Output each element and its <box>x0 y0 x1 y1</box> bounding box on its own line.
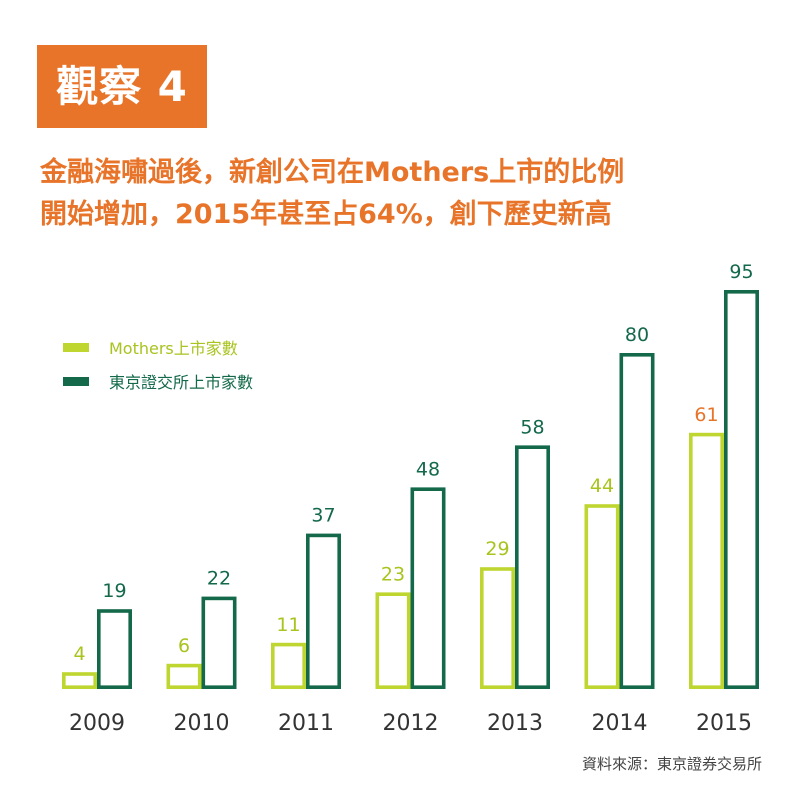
bar-mothers-2013 <box>479 567 515 689</box>
value-label-tse-2010: 22 <box>207 568 231 590</box>
title-line-1: 金融海嘯過後，新創公司在Mothers上市的比例 <box>40 157 625 188</box>
legend-swatch-mothers <box>63 342 89 352</box>
observation-badge: 觀察 4 <box>37 45 207 128</box>
value-label-mothers-2009: 4 <box>73 643 85 665</box>
value-label-mothers-2013: 29 <box>485 538 509 560</box>
x-tick-label-2014: 2014 <box>592 711 648 736</box>
value-label-tse-2011: 37 <box>311 505 335 527</box>
x-tick-label-2013: 2013 <box>487 711 543 736</box>
bar-tse-2012 <box>410 487 446 690</box>
bar-mothers-2010 <box>166 663 202 689</box>
bar-tse-2013 <box>514 445 550 690</box>
value-label-tse-2015: 95 <box>729 261 753 283</box>
bar-mothers-2014 <box>584 504 620 689</box>
bar-tse-2011 <box>305 533 341 690</box>
legend-item-tse: 東京證交所上市家數 <box>63 364 253 398</box>
x-tick-label-2011: 2011 <box>278 711 334 736</box>
bar-mothers-2009 <box>61 672 97 689</box>
value-label-tse-2009: 19 <box>102 580 126 602</box>
bar-tse-2009 <box>97 609 133 689</box>
value-label-mothers-2015: 61 <box>694 404 718 426</box>
bar-tse-2014 <box>619 352 655 689</box>
x-tick-label-2015: 2015 <box>696 711 752 736</box>
bar-mothers-2012 <box>375 592 411 690</box>
value-label-mothers-2010: 6 <box>178 635 190 657</box>
legend-item-mothers: Mothers上市家數 <box>63 330 253 364</box>
chart-title: 金融海嘯過後，新創公司在Mothers上市的比例 開始增加，2015年甚至占64… <box>40 152 780 236</box>
legend-swatch-tse <box>63 376 89 386</box>
x-tick-label-2012: 2012 <box>383 711 439 736</box>
bar-tse-2010 <box>201 596 237 690</box>
legend: Mothers上市家數 東京證交所上市家數 <box>63 330 253 398</box>
value-label-mothers-2011: 11 <box>276 614 300 636</box>
source-note: 資料來源：東京證券交易所 <box>581 755 762 773</box>
value-label-tse-2012: 48 <box>416 458 440 480</box>
title-line-2: 開始增加，2015年甚至占64%，創下歷史新高 <box>40 199 612 230</box>
legend-label-tse: 東京證交所上市家數 <box>109 373 254 392</box>
legend-label-mothers: Mothers上市家數 <box>109 339 238 358</box>
bar-mothers-2015 <box>688 432 724 690</box>
x-tick-label-2010: 2010 <box>174 711 230 736</box>
value-label-tse-2014: 80 <box>625 324 649 346</box>
value-label-mothers-2012: 23 <box>381 563 405 585</box>
value-label-tse-2013: 58 <box>520 416 544 438</box>
bar-tse-2015 <box>723 289 759 689</box>
value-label-mothers-2014: 44 <box>590 475 614 497</box>
bar-mothers-2011 <box>270 642 306 689</box>
x-tick-label-2009: 2009 <box>69 711 125 736</box>
